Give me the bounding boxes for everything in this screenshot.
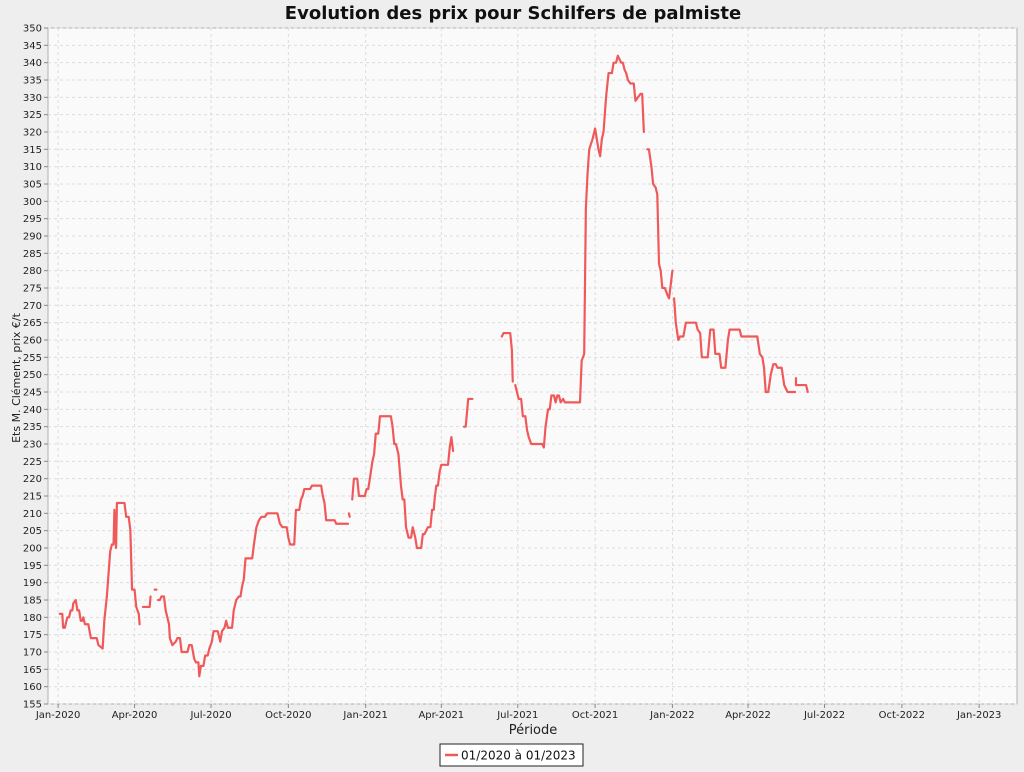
- y-tick-label: 325: [23, 110, 42, 121]
- y-tick-label: 165: [23, 665, 42, 676]
- y-tick-label: 225: [23, 457, 42, 468]
- y-tick-label: 300: [23, 197, 42, 208]
- price-series-line-segment: [462, 397, 474, 428]
- x-tick-label: Apr-2020: [112, 710, 158, 721]
- legend: 01/2020 à 01/2023: [439, 743, 584, 767]
- x-tick-label: Jul-2022: [803, 710, 845, 721]
- y-tick-label: 185: [23, 596, 42, 607]
- x-tick-label: Apr-2022: [725, 710, 771, 721]
- y-tick-label: 270: [23, 301, 42, 312]
- x-tick-label: Oct-2021: [572, 710, 618, 721]
- y-tick-label: 190: [23, 578, 42, 589]
- y-tick-label: 305: [23, 180, 42, 191]
- price-series-line-segment: [500, 331, 514, 383]
- price-series-line-segment: [351, 415, 455, 550]
- y-tick-label: 250: [23, 370, 42, 381]
- y-tick-label: 320: [23, 128, 42, 139]
- y-tick-label: 350: [23, 24, 42, 35]
- x-tick-label: Jul-2021: [496, 710, 538, 721]
- price-series-line-segment: [646, 148, 674, 300]
- y-axis-label: Ets M. Clément, prix €/t: [10, 312, 23, 443]
- grid-lines: [48, 27, 1017, 705]
- y-tick-label: 240: [23, 405, 42, 416]
- x-tick-label: Oct-2022: [879, 710, 925, 721]
- y-tick-label: 200: [23, 544, 42, 555]
- y-tick-label: 175: [23, 630, 42, 641]
- y-tick-label: 235: [23, 422, 42, 433]
- y-tick-label: 220: [23, 474, 42, 485]
- axes: 155 160 165 170 175 180 185 190 195 200 205 210 215 2…: [23, 24, 1002, 722]
- y-tick-label: 335: [23, 76, 42, 87]
- y-tick-label: 205: [23, 526, 42, 537]
- y-tick-label: 295: [23, 214, 42, 225]
- x-tick-label: Jan-2023: [956, 710, 1001, 721]
- y-tick-label: 345: [23, 41, 42, 52]
- price-series-line-segment: [141, 595, 152, 609]
- y-tick-label: 245: [23, 388, 42, 399]
- price-series-line-segment: [514, 54, 645, 449]
- y-tick-label: 215: [23, 492, 42, 503]
- y-tick-label: 155: [23, 700, 42, 711]
- y-tick-label: 290: [23, 232, 42, 243]
- y-tick-label: 330: [23, 93, 42, 104]
- x-tick-label: Jan-2022: [649, 710, 694, 721]
- price-series-line-segment: [156, 484, 350, 678]
- y-tick-label: 230: [23, 440, 42, 451]
- y-tick-label: 160: [23, 682, 42, 693]
- y-tick-label: 255: [23, 353, 42, 364]
- y-tick-label: 315: [23, 145, 42, 156]
- x-tick-label: Apr-2021: [418, 710, 464, 721]
- y-tick-label: 275: [23, 284, 42, 295]
- x-tick-label: Jan-2020: [35, 710, 80, 721]
- x-tick-label: Jan-2021: [342, 710, 387, 721]
- y-tick-label: 260: [23, 336, 42, 347]
- price-series-line-segment: [673, 297, 797, 394]
- x-axis-label: Période: [509, 723, 558, 738]
- series-layer: [58, 54, 809, 678]
- y-tick-label: 180: [23, 613, 42, 624]
- price-series-line-segment: [347, 512, 351, 518]
- chart-title: Evolution des prix pour Schilfers de pal…: [285, 3, 741, 24]
- y-tick-label: 310: [23, 162, 42, 173]
- y-tick-label: 170: [23, 648, 42, 659]
- x-tick-label: Oct-2020: [265, 710, 311, 721]
- price-series-line-segment: [58, 501, 141, 650]
- y-tick-label: 285: [23, 249, 42, 260]
- y-tick-label: 195: [23, 561, 42, 572]
- y-tick-label: 210: [23, 509, 42, 520]
- price-series-line-segment: [794, 377, 809, 394]
- y-tick-label: 265: [23, 318, 42, 329]
- plot-area: [47, 27, 1018, 705]
- y-tick-label: 280: [23, 266, 42, 277]
- legend-label: 01/2020 à 01/2023: [461, 749, 576, 763]
- y-tick-label: 340: [23, 58, 42, 69]
- x-tick-label: Jul-2020: [189, 710, 231, 721]
- legend-box: [439, 743, 584, 767]
